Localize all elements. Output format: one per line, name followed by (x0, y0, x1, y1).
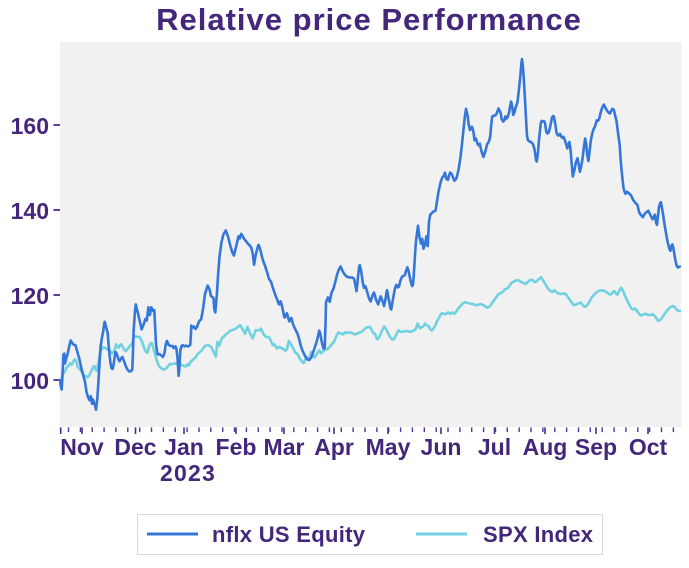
svg-text:100: 100 (11, 368, 49, 394)
svg-text:Jan: Jan (164, 434, 204, 460)
svg-text:Feb: Feb (216, 434, 257, 460)
svg-text:2023: 2023 (160, 460, 216, 486)
svg-text:Dec: Dec (114, 434, 156, 460)
svg-text:140: 140 (11, 198, 49, 224)
svg-text:Nov: Nov (60, 434, 104, 460)
svg-text:120: 120 (11, 283, 49, 309)
svg-text:Apr: Apr (314, 434, 354, 460)
svg-text:160: 160 (11, 113, 49, 139)
svg-text:Mar: Mar (264, 434, 305, 460)
svg-text:Jun: Jun (421, 434, 462, 460)
svg-text:May: May (366, 434, 411, 460)
svg-text:Jul: Jul (478, 434, 511, 460)
svg-text:Aug: Aug (523, 434, 568, 460)
svg-text:Oct: Oct (629, 434, 668, 460)
svg-text:Sep: Sep (575, 434, 617, 460)
